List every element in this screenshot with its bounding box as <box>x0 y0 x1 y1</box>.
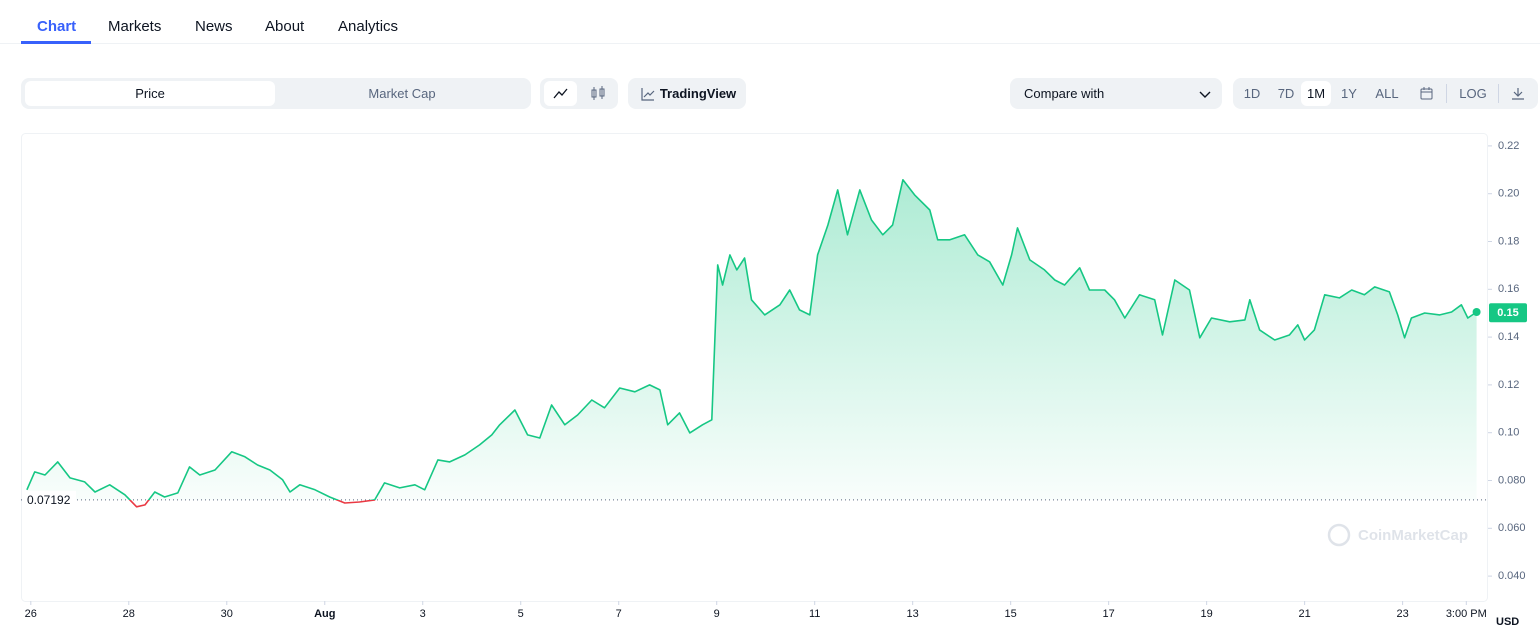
divider <box>1446 84 1447 103</box>
log-button[interactable]: LOG <box>1459 86 1487 101</box>
x-tick-label: 28 <box>123 608 135 620</box>
x-tick-label: 7 <box>616 608 622 620</box>
price-line <box>26 179 1478 508</box>
toggle-button[interactable]: Price <box>25 81 275 106</box>
range-button[interactable]: 1D <box>1243 86 1261 101</box>
x-tick-label: 19 <box>1201 608 1213 620</box>
tradingview-label: TradingView <box>659 86 737 101</box>
last-point <box>1472 308 1481 317</box>
y-tick-label: 0.20 <box>1498 188 1519 200</box>
baseline-label: 0.07192 <box>27 493 71 507</box>
price-tag-label: 0.15 <box>1497 307 1518 319</box>
x-tick-label: 23 <box>1396 608 1408 620</box>
range-group: 1D 7D 1M 1Y ALL LOG <box>1233 78 1538 109</box>
x-tick-label: 9 <box>714 608 720 620</box>
range-button[interactable]: 7D <box>1277 86 1295 101</box>
x-tick-label: 5 <box>518 608 524 620</box>
y-tick-label: 0.040 <box>1498 570 1526 582</box>
range-button[interactable]: 1Y <box>1341 86 1357 101</box>
download-icon[interactable] <box>1510 86 1526 102</box>
tradingview-button[interactable]: TradingView <box>628 78 746 109</box>
y-tick-label: 0.10 <box>1498 427 1519 439</box>
active-tab-indicator <box>21 41 91 44</box>
tab-underline <box>0 43 1540 44</box>
price-tag <box>1489 303 1527 323</box>
tv-icon <box>641 88 655 101</box>
nav-tab[interactable]: Markets <box>108 18 162 35</box>
price-area <box>26 179 1477 500</box>
x-tick-label: 3 <box>420 608 426 620</box>
x-tick-label: 13 <box>907 608 919 620</box>
nav-tab[interactable]: News <box>195 18 233 35</box>
x-tick-label: 3:00 PM <box>1446 608 1487 620</box>
nav-tab[interactable]: About <box>265 18 305 35</box>
baseline-label-bg <box>24 490 76 508</box>
x-tick-label: 15 <box>1005 608 1017 620</box>
y-tick-label: 0.060 <box>1498 522 1526 534</box>
toggle-button[interactable]: Market Cap <box>368 86 436 101</box>
calendar-icon[interactable] <box>1419 86 1435 102</box>
x-tick-label: Aug <box>314 608 335 620</box>
y-tick-label: 0.080 <box>1498 474 1526 486</box>
price-toggle: Price Market Cap <box>21 78 531 109</box>
x-tick-label: 17 <box>1103 608 1115 620</box>
y-tick-label: 0.18 <box>1498 235 1519 247</box>
y-unit: USD <box>1496 616 1519 628</box>
line-icon <box>553 88 568 99</box>
range-button[interactable]: 1M <box>1301 81 1331 106</box>
y-tick-label: 0.16 <box>1498 283 1519 295</box>
range-button[interactable]: ALL <box>1375 86 1399 101</box>
candle-style-button[interactable] <box>581 81 614 106</box>
plot-frame <box>21 133 1488 602</box>
y-tick-label: 0.22 <box>1498 140 1519 152</box>
x-tick-label: 30 <box>221 608 233 620</box>
nav-tab[interactable]: Analytics <box>338 18 399 35</box>
y-tick-label: 0.12 <box>1498 379 1519 391</box>
chart-style <box>540 78 618 109</box>
y-tick-label: 0.14 <box>1498 331 1519 343</box>
x-tick-label: 21 <box>1298 608 1310 620</box>
watermark: CoinMarketCap <box>1327 523 1468 547</box>
line-style-button[interactable] <box>544 81 577 106</box>
compare-label: Compare with <box>1024 86 1105 101</box>
candle-icon <box>591 86 605 100</box>
compare-select[interactable]: Compare with <box>1010 78 1222 109</box>
divider <box>1498 84 1499 103</box>
x-tick-label: 11 <box>809 608 820 620</box>
x-tick-label: 26 <box>25 608 37 620</box>
watermark-text: CoinMarketCap <box>1358 527 1468 544</box>
nav-tab[interactable]: Chart <box>37 18 77 35</box>
chevron <box>1199 91 1211 98</box>
